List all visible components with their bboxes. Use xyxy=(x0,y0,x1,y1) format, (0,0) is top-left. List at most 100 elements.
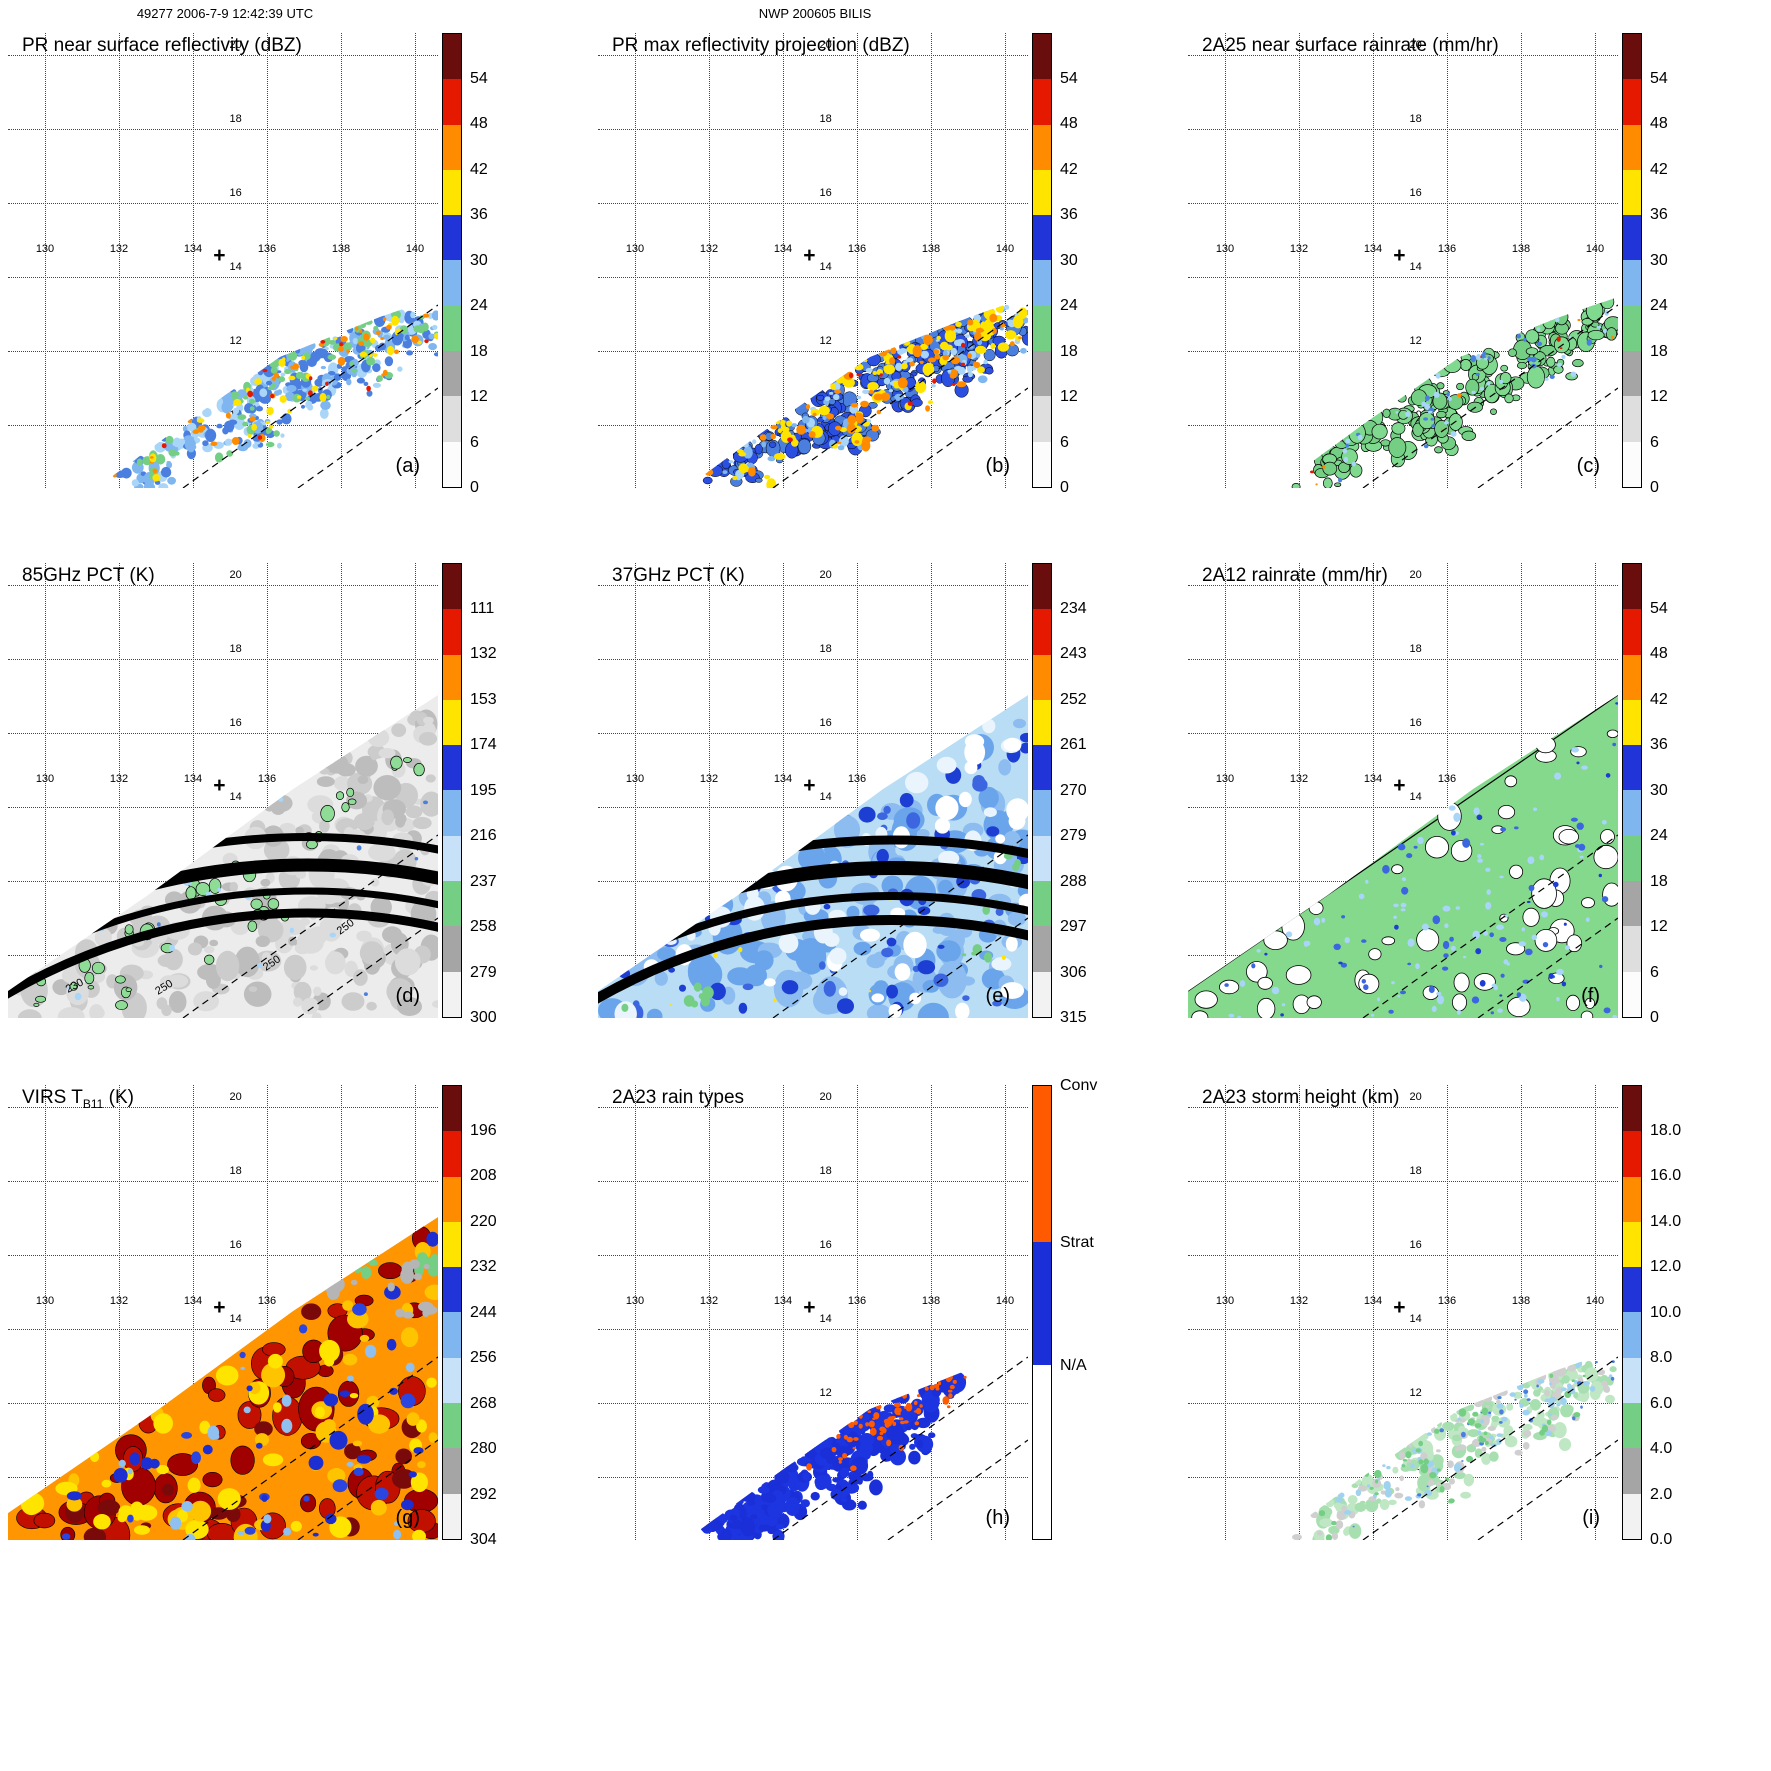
colorbar-label: 4.0 xyxy=(1650,1440,1673,1457)
swath-edge-dashed-line xyxy=(1477,1439,1618,1540)
colorbar-label: 30 xyxy=(1650,781,1668,799)
gridline-horizontal xyxy=(8,351,438,353)
colorbar-label: 288 xyxy=(1060,872,1087,890)
panel-letter-h: (h) xyxy=(985,1507,1010,1529)
colorbar-segment xyxy=(1623,169,1641,216)
lon-tick-label: 130 xyxy=(35,243,55,256)
colorbar-label: 279 xyxy=(470,963,497,981)
colorbar-segment xyxy=(1033,260,1051,306)
lat-tick-label: 16 xyxy=(229,717,242,730)
lon-tick-label: 134 xyxy=(773,243,793,256)
gridline-horizontal xyxy=(598,1181,1028,1183)
lon-tick-label: 140 xyxy=(995,1295,1015,1308)
swath-edge-dashed-line xyxy=(297,917,438,1018)
colorbar-label: 54 xyxy=(1650,599,1668,617)
colorbar-segment xyxy=(1623,1131,1641,1177)
lat-tick-label: 12 xyxy=(819,335,832,348)
colorbar-segment xyxy=(443,926,461,972)
colorbar-segment xyxy=(1623,79,1641,125)
colorbar-segment xyxy=(443,1312,461,1358)
colorbar-segment xyxy=(1033,881,1051,927)
gridline-vertical xyxy=(267,563,268,1018)
colorbar-g xyxy=(442,1085,462,1540)
colorbar-segment xyxy=(1623,745,1641,791)
gridline-horizontal xyxy=(8,129,438,131)
gridline-vertical xyxy=(931,33,932,488)
colorbar-segment xyxy=(443,1448,461,1494)
lat-tick-label: 16 xyxy=(1409,187,1422,200)
colorbar-segment xyxy=(1033,926,1051,972)
storm-center-marker: + xyxy=(803,243,816,267)
lat-tick-label: 12 xyxy=(1409,1387,1422,1400)
colorbar-label: 6 xyxy=(1650,433,1659,451)
lon-tick-label: 132 xyxy=(699,773,719,786)
storm-center-marker: + xyxy=(213,243,226,267)
lat-tick-label: 20 xyxy=(1409,39,1422,52)
colorbar-segment xyxy=(1623,124,1641,170)
gridline-horizontal xyxy=(1188,1329,1618,1331)
gridline-horizontal xyxy=(598,55,1028,57)
colorbar-segment xyxy=(1623,34,1641,80)
panel-title-b: PR max reflectivity projection (dBZ) xyxy=(612,35,910,56)
panel-title-pre: VIRS T xyxy=(22,1087,83,1108)
gridline-vertical xyxy=(709,33,710,488)
lon-tick-label: 130 xyxy=(1215,773,1235,786)
gridline-horizontal xyxy=(598,659,1028,661)
colorbar-label: 48 xyxy=(470,115,488,132)
swath-edge-dashed-line xyxy=(297,1439,438,1540)
lat-tick-label: 12 xyxy=(1409,335,1422,348)
lat-tick-label: 18 xyxy=(1409,643,1422,656)
colorbar-label: 243 xyxy=(1060,645,1087,662)
colorbar-segment xyxy=(1033,351,1051,397)
colorbar-label: 12 xyxy=(1060,388,1078,405)
lon-tick-label: 132 xyxy=(109,773,129,786)
colorbar-segment xyxy=(1033,971,1051,1017)
colorbar-segment xyxy=(1033,1086,1051,1243)
panel-e: 130132134136138140201816141210+37GHz PCT… xyxy=(590,553,1180,1073)
colorbar-segment xyxy=(443,1403,461,1449)
lon-tick-label: 132 xyxy=(1289,1295,1309,1308)
storm-center-marker: + xyxy=(213,773,226,797)
swath-edge-dashed-line xyxy=(1362,834,1618,1018)
colorbar-label: 234 xyxy=(1060,599,1087,617)
colorbar-e xyxy=(1032,563,1052,1018)
colorbar-segment xyxy=(1033,699,1051,746)
gridline-vertical xyxy=(1299,563,1300,1018)
gridline-horizontal xyxy=(1188,351,1618,353)
data-blobs xyxy=(112,309,438,488)
gridline-horizontal xyxy=(8,55,438,57)
swath-edge-dashed-line xyxy=(1477,917,1618,1018)
colorbar-label: 6 xyxy=(470,433,479,451)
colorbar-segment xyxy=(1033,79,1051,125)
colorbar-c xyxy=(1622,33,1642,488)
gridline-vertical xyxy=(1595,1085,1596,1540)
colorbar-label: 18 xyxy=(1650,872,1668,890)
gridline-vertical xyxy=(45,563,46,1018)
colorbar-label: 42 xyxy=(1650,160,1668,178)
lat-tick-label: 20 xyxy=(819,39,832,52)
swath-data-b xyxy=(702,303,1028,488)
lat-tick-label: 20 xyxy=(819,1091,832,1104)
panel-letter-e: (e) xyxy=(985,985,1010,1007)
colorbar-label: 174 xyxy=(470,736,497,753)
gridline-horizontal xyxy=(8,733,438,735)
swath-data-h xyxy=(699,1356,1028,1540)
panel-title-c: 2A25 near surface rainrate (mm/hr) xyxy=(1202,35,1499,56)
lat-tick-label: 16 xyxy=(1409,717,1422,730)
colorbar-b xyxy=(1032,33,1052,488)
colorbar-label: 36 xyxy=(1060,206,1078,223)
colorbar-segment xyxy=(1623,971,1641,1017)
swath-edge-dashed-line xyxy=(1362,304,1618,488)
lon-tick-label: 134 xyxy=(183,773,203,786)
gridline-horizontal xyxy=(598,1255,1028,1257)
map-plot-b: 130132134136138140201816141210+PR max re… xyxy=(598,33,1028,488)
map-plot-h: 130132134136138140201816141210+2A23 rain… xyxy=(598,1085,1028,1540)
colorbar-label: 24 xyxy=(1060,297,1078,314)
gridline-vertical xyxy=(267,1085,268,1540)
colorbar-label: 252 xyxy=(1060,690,1087,708)
colorbar-label: 268 xyxy=(470,1394,497,1412)
lat-tick-label: 14 xyxy=(229,1313,242,1326)
gridline-vertical xyxy=(1225,33,1226,488)
colorbar-segment xyxy=(443,699,461,746)
panel-letter-a: (a) xyxy=(395,455,420,477)
